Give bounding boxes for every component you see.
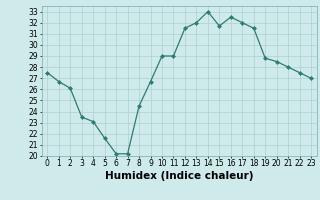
X-axis label: Humidex (Indice chaleur): Humidex (Indice chaleur)	[105, 171, 253, 181]
